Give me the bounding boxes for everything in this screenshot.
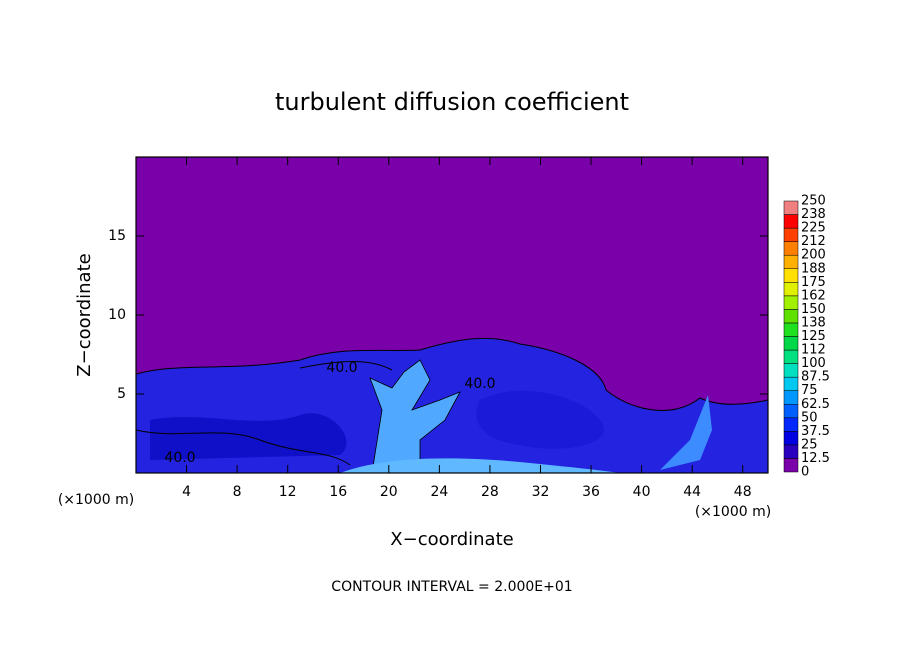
x-tick-label: 48 — [734, 484, 752, 500]
colorbar-bin — [783, 295, 799, 310]
y-unit: (×1000 m) — [58, 492, 134, 508]
field-plume — [369, 359, 461, 473]
colorbar-label: 138 — [801, 315, 826, 330]
colorbar-bin — [783, 376, 799, 391]
colorbar-label: 87.5 — [801, 370, 830, 385]
contour-label: 40.0 — [326, 360, 357, 376]
colorbar-label: 188 — [801, 261, 826, 276]
colorbar-label: 125 — [801, 329, 826, 344]
colorbar-label: 62.5 — [801, 397, 830, 412]
colorbar-bin — [783, 227, 799, 242]
colorbar-label: 250 — [801, 194, 826, 209]
colorbar-bin — [783, 417, 799, 432]
x-tick-label: 32 — [532, 484, 550, 500]
field-region — [476, 390, 604, 449]
contour-line — [299, 361, 393, 371]
y-tick-label: 10 — [108, 307, 126, 323]
colorbar-label: 100 — [801, 356, 826, 371]
colorbar-bin — [783, 336, 799, 351]
y-tick-label: 5 — [117, 386, 126, 402]
x-tick-label: 4 — [182, 484, 191, 500]
colorbar-bin — [783, 363, 799, 378]
contour-line — [136, 429, 351, 466]
colorbar-bin — [783, 322, 799, 337]
colorbar-bin — [783, 458, 799, 473]
colorbar-label: 50 — [801, 410, 818, 425]
colorbar-label: 238 — [801, 207, 826, 222]
contour-label: 40.0 — [464, 376, 495, 392]
field-plume — [660, 395, 712, 470]
x-unit: (×1000 m) — [695, 504, 771, 520]
x-axis-label: X−coordinate — [390, 529, 513, 550]
colorbar-bin — [783, 404, 799, 419]
colorbar-bin — [783, 214, 799, 229]
x-tick-label: 8 — [233, 484, 242, 500]
colorbar-label: 225 — [801, 221, 826, 236]
x-tick-label: 20 — [380, 484, 398, 500]
contour-label: 40.0 — [164, 450, 195, 466]
y-tick-label: 15 — [108, 228, 126, 244]
colorbar-label: 112 — [801, 343, 826, 358]
x-tick-label: 16 — [329, 484, 347, 500]
contour-interval-note: CONTOUR INTERVAL = 2.000E+01 — [331, 579, 572, 595]
x-tick-label: 28 — [481, 484, 499, 500]
colorbar-bin — [783, 349, 799, 364]
x-tick-label: 24 — [430, 484, 448, 500]
colorbar-bin — [783, 268, 799, 283]
colorbar-bin — [783, 241, 799, 256]
y-axis-label: Z−coordinate — [74, 253, 95, 376]
colorbar-bin — [783, 282, 799, 297]
colorbar-bin — [783, 431, 799, 446]
colorbar-label: 200 — [801, 248, 826, 263]
x-tick-label: 12 — [279, 484, 297, 500]
colorbar-label: 25 — [801, 437, 818, 452]
colorbar-label: 37.5 — [801, 424, 830, 439]
colorbar-bin — [783, 254, 799, 269]
colorbar-bin — [783, 309, 799, 324]
field — [136, 157, 768, 473]
chart-title: turbulent diffusion coefficient — [275, 88, 629, 116]
colorbar-bin — [783, 390, 799, 405]
colorbar-label: 162 — [801, 288, 826, 303]
colorbar-label: 150 — [801, 302, 826, 317]
x-tick-label: 36 — [582, 484, 600, 500]
colorbar-label: 175 — [801, 275, 826, 290]
colorbar-bin — [783, 444, 799, 459]
colorbar-label: 12.5 — [801, 451, 830, 466]
x-tick-label: 40 — [633, 484, 651, 500]
colorbar-label: 212 — [801, 234, 826, 249]
x-tick-label: 44 — [683, 484, 701, 500]
colorbar-bin — [783, 200, 799, 215]
colorbar-label: 0 — [801, 465, 809, 480]
field-plume — [340, 458, 620, 473]
colorbar-label: 75 — [801, 383, 818, 398]
